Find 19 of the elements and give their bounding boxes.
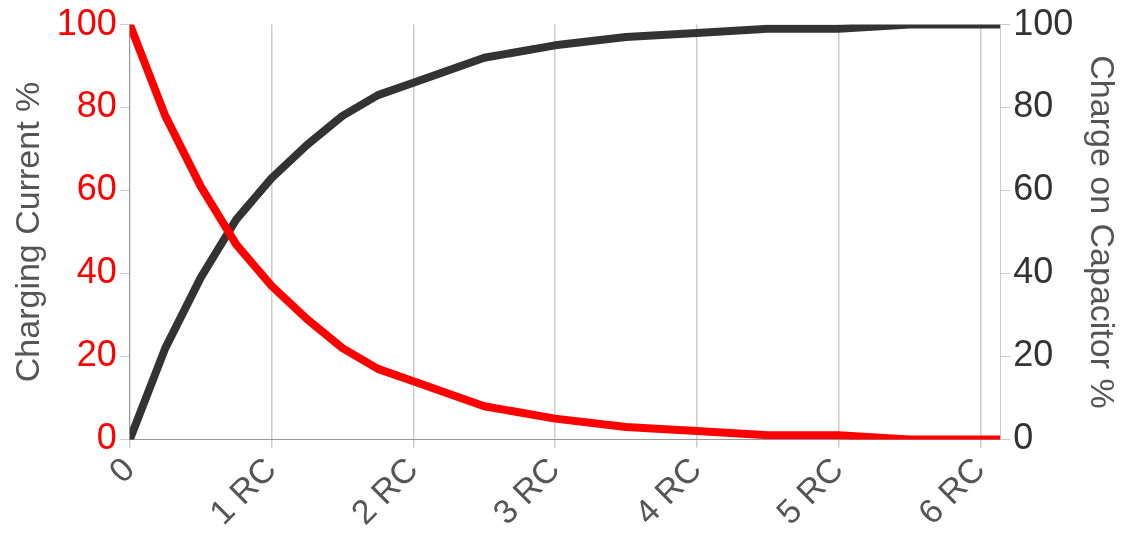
x-tick-label: 6 RC <box>910 449 992 532</box>
y-tick-label: 100 <box>56 1 117 43</box>
y2-tick-label: 100 <box>1013 1 1074 43</box>
x-tick-label: 3 RC <box>485 449 567 532</box>
y2-tick-label: 80 <box>1013 84 1054 126</box>
y2-tick-label: 60 <box>1013 167 1054 209</box>
y2-tick-label: 40 <box>1013 250 1054 292</box>
x-tick-label: 4 RC <box>626 449 709 532</box>
y2-axis-title: Charge on Capacitor % <box>1084 55 1123 409</box>
y2-tick-label: 20 <box>1013 333 1054 375</box>
x-tick-label: 1 RC <box>201 449 284 532</box>
y-tick-label: 20 <box>76 333 117 375</box>
x-tick-label: 5 RC <box>768 449 851 532</box>
y-axis-title: Charging Current % <box>7 81 46 383</box>
x-tick-label: 2 RC <box>343 449 425 532</box>
y-tick-label: 80 <box>76 84 117 126</box>
y-tick-label: 60 <box>76 167 117 209</box>
y2-tick-label: 0 <box>1013 416 1034 458</box>
y-tick-label: 40 <box>76 250 117 292</box>
